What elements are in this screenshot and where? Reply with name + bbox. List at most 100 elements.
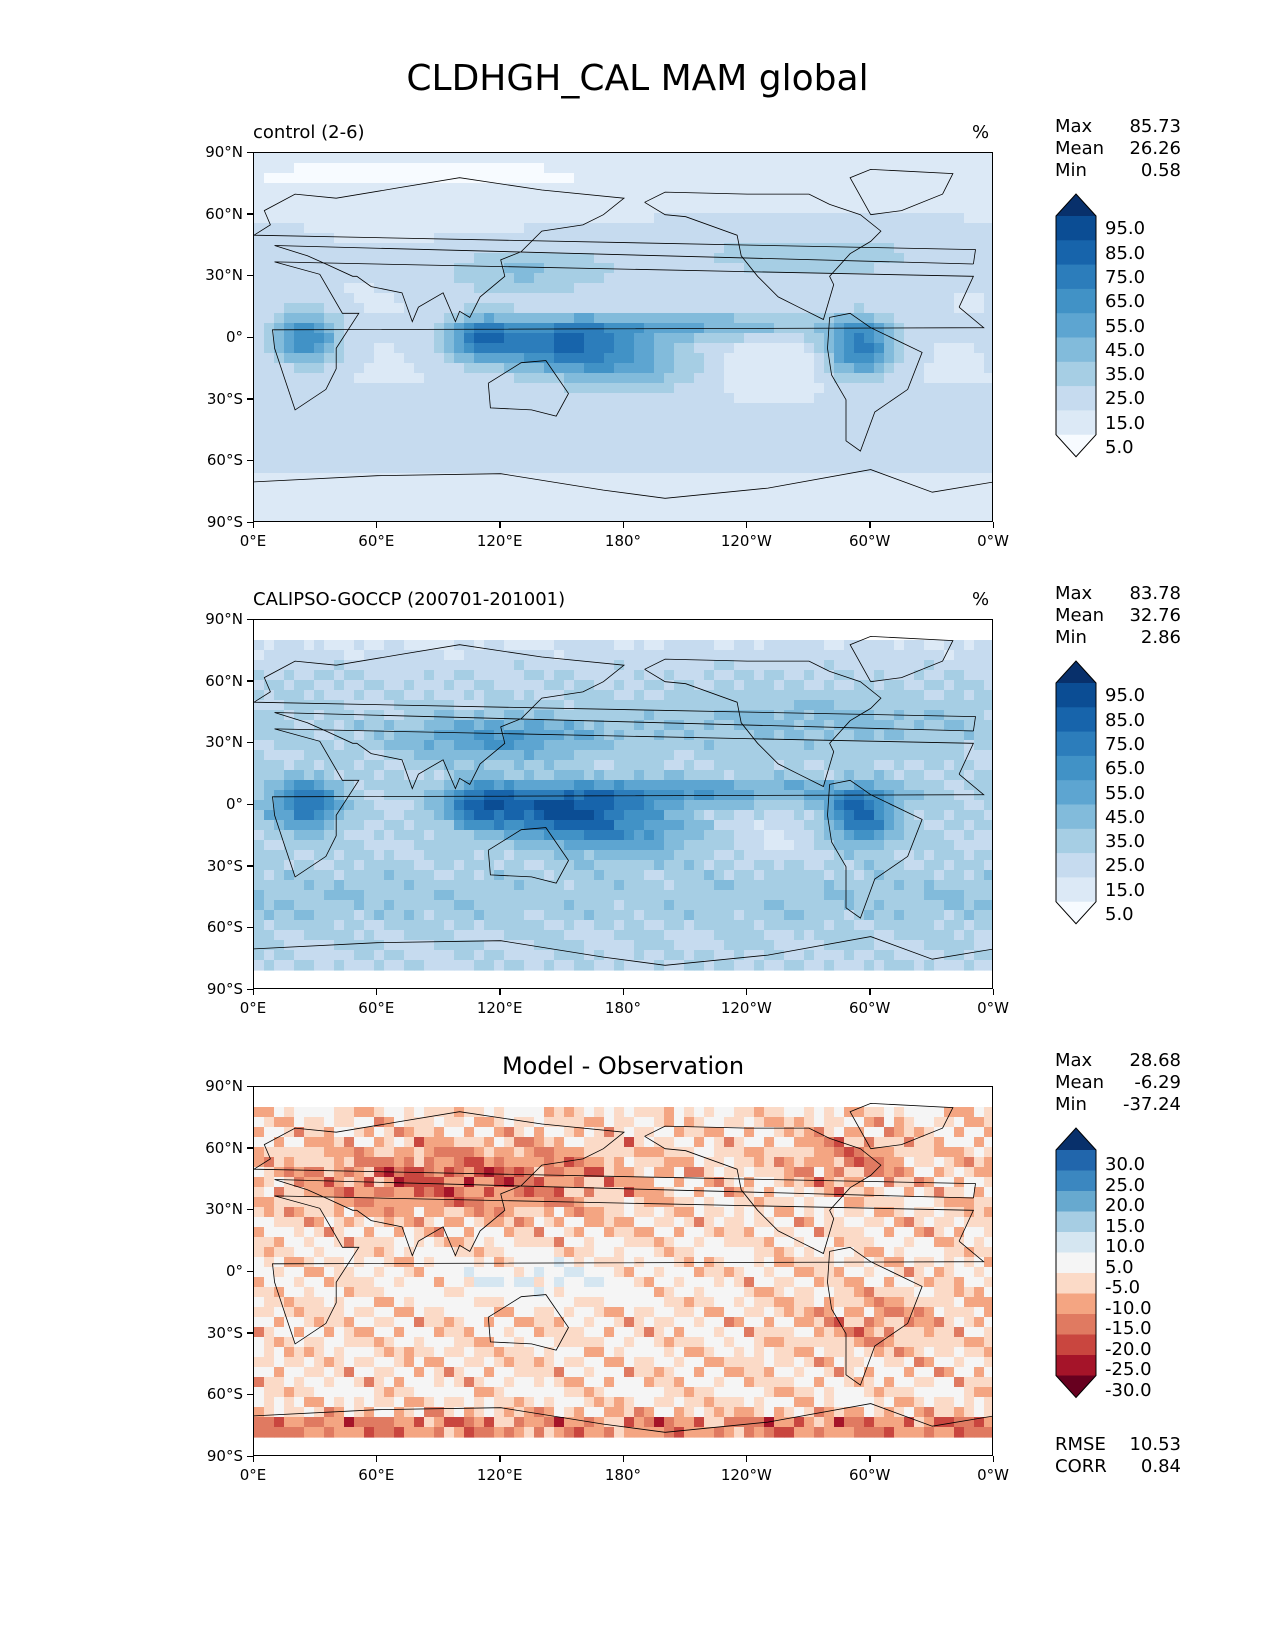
field-cell — [764, 183, 775, 194]
field-cell — [284, 503, 295, 514]
field-cell — [504, 840, 515, 851]
field-cell — [414, 153, 425, 164]
field-cell — [974, 273, 985, 284]
field-cell — [334, 640, 345, 651]
field-cell — [494, 880, 505, 891]
field-cell — [304, 303, 315, 314]
field-cell — [444, 253, 455, 264]
field-cell — [574, 453, 585, 464]
field-cell — [484, 780, 495, 791]
field-cell — [964, 463, 975, 474]
field-cell — [804, 750, 815, 761]
field-cell — [434, 433, 445, 444]
field-cell — [304, 770, 315, 781]
field-cell — [534, 443, 545, 454]
field-cell — [294, 283, 305, 294]
field-cell — [534, 253, 545, 264]
field-cell — [654, 760, 665, 771]
field-cell — [714, 890, 725, 901]
field-cell — [974, 910, 985, 921]
field-cell — [514, 800, 525, 811]
field-cell — [314, 313, 325, 324]
field-cell — [744, 710, 755, 721]
field-cell — [714, 920, 725, 931]
field-cell — [984, 153, 992, 164]
field-cell — [684, 720, 695, 731]
field-cell — [744, 453, 755, 464]
field-cell — [534, 233, 545, 244]
field-cell — [364, 373, 375, 384]
field-cell — [264, 910, 275, 921]
field-cell — [254, 343, 265, 354]
field-cell — [754, 373, 765, 384]
field-cell — [964, 513, 975, 521]
field-cell — [434, 503, 445, 514]
field-cell — [254, 273, 265, 284]
field-cell — [594, 373, 605, 384]
field-cell — [394, 503, 405, 514]
field-cell — [634, 323, 645, 334]
field-cell — [464, 423, 475, 434]
field-cell — [784, 760, 795, 771]
field-cell — [524, 293, 535, 304]
field-cell — [734, 810, 745, 821]
field-cell — [854, 750, 865, 761]
field-cell — [774, 830, 785, 841]
field-cell — [324, 303, 335, 314]
field-cell — [614, 213, 625, 224]
field-cell — [434, 183, 445, 194]
field-cell — [324, 393, 335, 404]
field-cell — [414, 313, 425, 324]
field-cell — [294, 700, 305, 711]
field-cell — [844, 660, 855, 671]
field-cell — [844, 730, 855, 741]
field-cell — [674, 910, 685, 921]
field-cell — [694, 660, 705, 671]
field-cell — [324, 453, 335, 464]
field-cell — [644, 830, 655, 841]
field-cell — [464, 860, 475, 871]
field-cell — [944, 900, 955, 911]
field-cell — [264, 333, 275, 344]
field-cell — [364, 483, 375, 494]
field-cell — [384, 760, 395, 771]
field-cell — [934, 413, 945, 424]
field-cell — [894, 690, 905, 701]
field-cell — [444, 293, 455, 304]
field-cell — [864, 513, 875, 521]
field-cell — [514, 830, 525, 841]
field-cell — [904, 503, 915, 514]
field-cell — [554, 800, 565, 811]
field-cell — [624, 880, 635, 891]
field-cell — [904, 920, 915, 931]
field-cell — [724, 700, 735, 711]
field-cell — [494, 640, 505, 651]
field-cell — [944, 820, 955, 831]
field-cell — [604, 483, 615, 494]
field-cell — [804, 263, 815, 274]
field-cell — [404, 930, 415, 941]
field-cell — [704, 660, 715, 671]
field-cell — [314, 353, 325, 364]
field-cell — [974, 670, 985, 681]
field-cell — [464, 343, 475, 354]
field-cell — [414, 463, 425, 474]
field-cell — [974, 473, 985, 484]
field-cell — [614, 203, 625, 214]
field-cell — [644, 640, 655, 651]
field-cell — [604, 423, 615, 434]
field-cell — [884, 770, 895, 781]
field-cell — [404, 840, 415, 851]
field-cell — [924, 373, 935, 384]
field-cell — [374, 820, 385, 831]
field-cell — [794, 343, 805, 354]
field-cell — [724, 433, 735, 444]
field-cell — [624, 393, 635, 404]
field-cell — [354, 750, 365, 761]
field-cell — [504, 870, 515, 881]
field-cell — [584, 343, 595, 354]
field-cell — [404, 313, 415, 324]
field-cell — [674, 840, 685, 851]
field-cell — [424, 413, 435, 424]
field-cell — [294, 203, 305, 214]
